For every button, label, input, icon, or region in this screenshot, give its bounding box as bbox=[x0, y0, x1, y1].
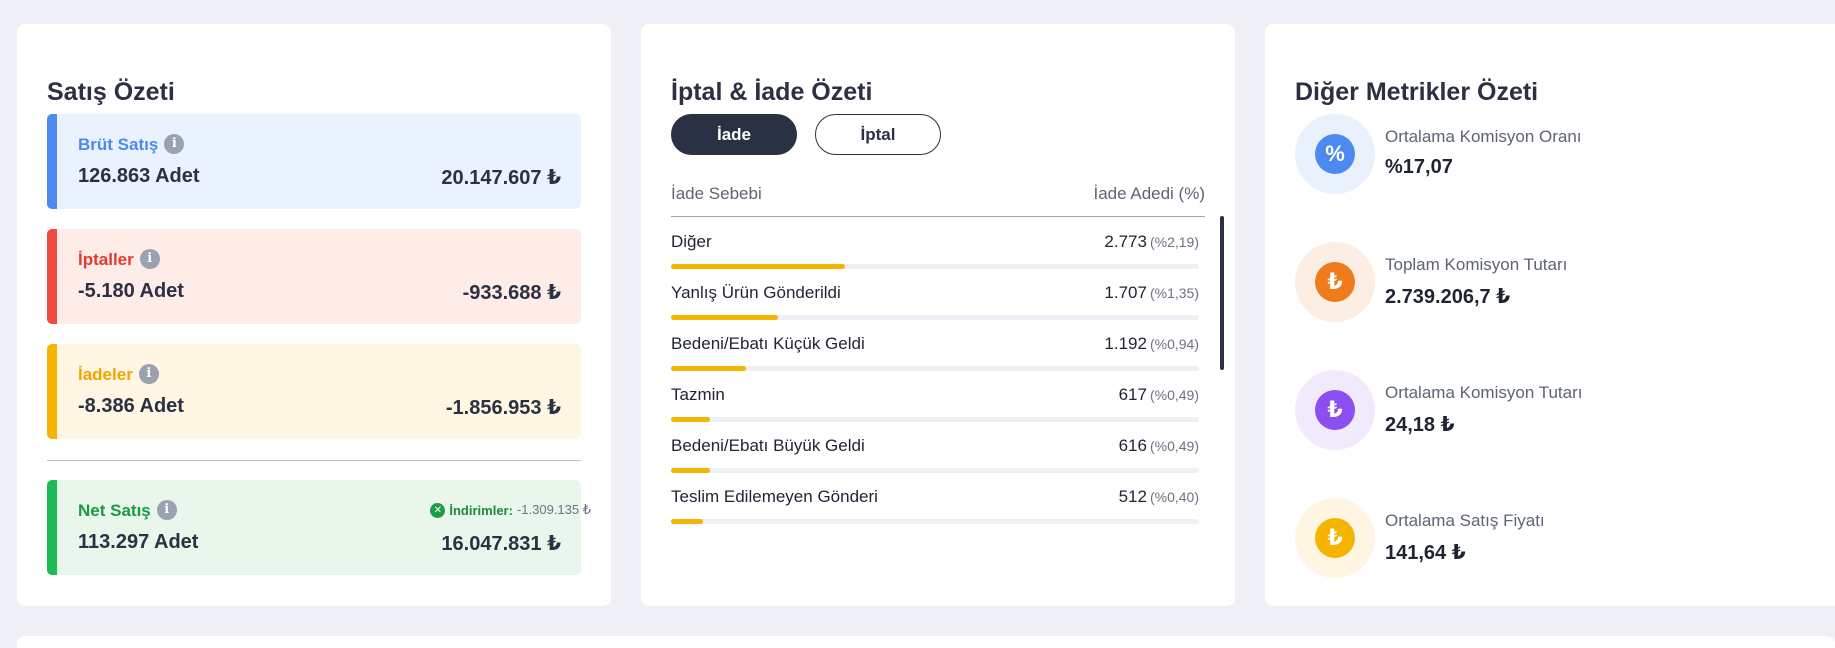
sales-summary-title: Satış Özeti bbox=[47, 78, 175, 106]
metric-avg-commission-amount: ₺ Ortalama Komisyon Tutarı 24,18 ₺ bbox=[1295, 370, 1775, 450]
progress-fill bbox=[671, 315, 779, 320]
discount-info: ✕ İndirimler: -1.309.135 ₺ bbox=[430, 502, 591, 518]
metric-value: %17,07 bbox=[1385, 156, 1453, 178]
reason-count: 1.192 (%0,94) bbox=[1104, 334, 1199, 353]
list-item: Tazmin 617 (%0,49) bbox=[671, 371, 1199, 431]
metric-value: 141,64 ₺ bbox=[1385, 542, 1466, 564]
discount-icon: ✕ bbox=[430, 502, 446, 518]
net-sales-qty: 113.297 Adet bbox=[78, 531, 199, 553]
returns-box: İadeler i -8.386 Adet -1.856.953 ₺ bbox=[47, 344, 581, 439]
discount-value: -1.309.135 ₺ bbox=[516, 502, 591, 517]
progress-fill bbox=[671, 417, 711, 422]
net-sales-accent bbox=[47, 480, 57, 575]
info-icon[interactable]: i bbox=[156, 499, 177, 520]
gross-sales-label: Brüt Satış i bbox=[78, 133, 185, 156]
list-item: Bedeni/Ebatı Büyük Geldi 616 (%0,49) bbox=[671, 422, 1199, 482]
metric-icon-circle: ₺ bbox=[1295, 242, 1375, 322]
progress-track bbox=[671, 315, 1199, 320]
metric-label: Ortalama Satış Fiyatı bbox=[1385, 511, 1545, 530]
cancellations-accent bbox=[47, 229, 57, 324]
progress-track bbox=[671, 366, 1199, 371]
net-sales-amount: 16.047.831 ₺ bbox=[441, 533, 561, 555]
metric-label: Toplam Komisyon Tutarı bbox=[1385, 255, 1568, 274]
metric-label: Ortalama Komisyon Tutarı bbox=[1385, 383, 1583, 402]
list-scrollbar[interactable] bbox=[1220, 216, 1224, 370]
metric-avg-sale-price: ₺ Ortalama Satış Fiyatı 141,64 ₺ bbox=[1295, 498, 1775, 578]
column-header-reason: İade Sebebi bbox=[671, 184, 762, 203]
reason-label: Yanlış Ürün Gönderildi bbox=[671, 283, 841, 302]
progress-track bbox=[671, 417, 1199, 422]
returns-accent bbox=[47, 344, 57, 439]
reason-percent: (%0,49) bbox=[1149, 438, 1199, 454]
other-metrics-card: Diğer Metrikler Özeti % Ortalama Komisyo… bbox=[1265, 24, 1835, 606]
net-sales-label: Net Satış i bbox=[78, 499, 177, 522]
return-reasons-list[interactable]: Diğer 2.773 (%2,19) Yanlış Ürün Gönderild… bbox=[671, 218, 1221, 592]
table-header: İade Sebebi İade Adedi (%) bbox=[671, 184, 1205, 217]
reason-count: 2.773 (%2,19) bbox=[1104, 232, 1199, 251]
info-icon[interactable]: i bbox=[138, 363, 159, 384]
progress-fill bbox=[671, 468, 711, 473]
list-item: Teslim Edilemeyen Gönderi 512 (%0,40) bbox=[671, 473, 1199, 533]
progress-track bbox=[671, 519, 1199, 524]
lira-coin-icon: ₺ bbox=[1315, 518, 1355, 558]
reason-percent: (%1,35) bbox=[1149, 285, 1199, 301]
lira-coin-icon: ₺ bbox=[1315, 390, 1355, 430]
metric-icon-circle: ₺ bbox=[1295, 370, 1375, 450]
metric-avg-commission-rate: % Ortalama Komisyon Oranı %17,07 bbox=[1295, 114, 1775, 194]
reason-label: Teslim Edilemeyen Gönderi bbox=[671, 487, 878, 506]
returns-qty: -8.386 Adet bbox=[78, 395, 184, 417]
info-icon[interactable]: i bbox=[164, 133, 185, 154]
metric-value: 2.739.206,7 ₺ bbox=[1385, 286, 1511, 308]
gross-sales-qty: 126.863 Adet bbox=[78, 165, 200, 187]
metric-value: 24,18 ₺ bbox=[1385, 414, 1455, 436]
reason-count: 512 (%0,40) bbox=[1118, 487, 1199, 506]
cancel-return-summary-card: İptal & İade Özeti İade İptal İade Sebeb… bbox=[641, 24, 1235, 606]
reason-percent: (%2,19) bbox=[1149, 234, 1199, 250]
reason-label: Tazmin bbox=[671, 385, 725, 404]
list-item: Diğer 2.773 (%2,19) bbox=[671, 218, 1199, 278]
gross-sales-box: Brüt Satış i 126.863 Adet 20.147.607 ₺ bbox=[47, 114, 581, 209]
reason-count: 1.707 (%1,35) bbox=[1104, 283, 1199, 302]
column-header-count: İade Adedi (%) bbox=[1093, 184, 1205, 203]
list-item: Yanlış Ürün Gönderildi 1.707 (%1,35) bbox=[671, 269, 1199, 329]
discount-label: İndirimler: bbox=[449, 502, 513, 518]
returns-amount: -1.856.953 ₺ bbox=[445, 397, 561, 419]
cancellations-amount: -933.688 ₺ bbox=[462, 282, 561, 304]
progress-track bbox=[671, 264, 1199, 269]
reason-percent: (%0,49) bbox=[1149, 387, 1199, 403]
bottom-panel bbox=[17, 636, 1835, 648]
tab-cancel[interactable]: İptal bbox=[815, 114, 941, 155]
info-icon[interactable]: i bbox=[139, 248, 160, 269]
tab-return[interactable]: İade bbox=[671, 114, 797, 155]
metric-icon-circle: ₺ bbox=[1295, 498, 1375, 578]
cancel-return-title: İptal & İade Özeti bbox=[671, 78, 873, 106]
metric-icon-circle: % bbox=[1295, 114, 1375, 194]
metric-label: Ortalama Komisyon Oranı bbox=[1385, 127, 1582, 146]
progress-fill bbox=[671, 366, 746, 371]
cancellations-qty: -5.180 Adet bbox=[78, 280, 184, 302]
sales-summary-card: Satış Özeti Brüt Satış i 126.863 Adet 20.… bbox=[17, 24, 611, 606]
section-divider bbox=[47, 460, 581, 461]
progress-track bbox=[671, 468, 1199, 473]
reason-count: 617 (%0,49) bbox=[1118, 385, 1199, 404]
gross-sales-amount: 20.147.607 ₺ bbox=[441, 167, 561, 189]
returns-label: İadeler i bbox=[78, 363, 159, 386]
gross-sales-accent bbox=[47, 114, 57, 209]
cancellations-box: İptaller i -5.180 Adet -933.688 ₺ bbox=[47, 229, 581, 324]
cancellations-label: İptaller i bbox=[78, 248, 160, 271]
reason-label: Bedeni/Ebatı Küçük Geldi bbox=[671, 334, 865, 353]
list-item: Bedeni/Ebatı Küçük Geldi 1.192 (%0,94) bbox=[671, 320, 1199, 380]
reason-count: 616 (%0,49) bbox=[1118, 436, 1199, 455]
net-sales-box: Net Satış i 113.297 Adet 16.047.831 ₺ bbox=[47, 480, 581, 575]
reason-label: Diğer bbox=[671, 232, 712, 251]
reason-percent: (%0,40) bbox=[1149, 489, 1199, 505]
progress-fill bbox=[671, 519, 704, 524]
reason-label: Bedeni/Ebatı Büyük Geldi bbox=[671, 436, 865, 455]
percent-badge-icon: % bbox=[1315, 134, 1355, 174]
progress-fill bbox=[671, 264, 846, 269]
reason-percent: (%0,94) bbox=[1149, 336, 1199, 352]
other-metrics-title: Diğer Metrikler Özeti bbox=[1295, 78, 1539, 106]
lira-coin-icon: ₺ bbox=[1315, 262, 1355, 302]
metric-total-commission: ₺ Toplam Komisyon Tutarı 2.739.206,7 ₺ bbox=[1295, 242, 1775, 322]
